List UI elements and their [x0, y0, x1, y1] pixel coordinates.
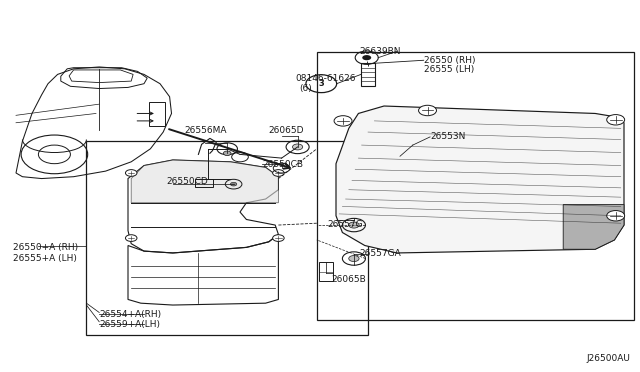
Circle shape: [292, 144, 303, 150]
Polygon shape: [563, 205, 624, 249]
Text: 26557GA: 26557GA: [360, 249, 401, 258]
Text: 26555 (LH): 26555 (LH): [424, 65, 474, 74]
Polygon shape: [131, 160, 278, 203]
Text: 26554+A(RH): 26554+A(RH): [99, 310, 161, 319]
Text: 26553N: 26553N: [430, 132, 465, 141]
Text: 3: 3: [319, 79, 324, 88]
Circle shape: [362, 55, 371, 60]
Circle shape: [349, 256, 359, 262]
Bar: [317, 52, 634, 320]
Text: 26550CD: 26550CD: [166, 177, 208, 186]
Text: 26550+A (RH): 26550+A (RH): [13, 243, 78, 252]
Text: 26550CB: 26550CB: [262, 160, 303, 169]
Circle shape: [334, 116, 352, 126]
Circle shape: [607, 211, 625, 221]
Text: 08146-61626: 08146-61626: [296, 74, 356, 83]
Text: J26500AU: J26500AU: [586, 354, 630, 363]
Bar: [319, 262, 333, 281]
Circle shape: [230, 182, 237, 186]
Text: 26550 (RH): 26550 (RH): [424, 56, 475, 65]
Text: 26559+A(LH): 26559+A(LH): [99, 320, 160, 329]
Circle shape: [125, 235, 137, 241]
Text: 26557G: 26557G: [328, 220, 364, 229]
Bar: [86, 141, 368, 335]
Bar: [195, 179, 213, 187]
Circle shape: [273, 235, 284, 241]
Bar: [361, 63, 375, 86]
Text: 26065B: 26065B: [332, 275, 366, 284]
Circle shape: [419, 105, 436, 116]
Circle shape: [273, 170, 284, 176]
Text: 26639BN: 26639BN: [360, 47, 401, 56]
Circle shape: [349, 222, 359, 228]
Text: 26556MA: 26556MA: [184, 126, 227, 135]
Circle shape: [223, 151, 231, 155]
Text: 26065D: 26065D: [269, 126, 304, 135]
Text: (6): (6): [300, 84, 312, 93]
Bar: [149, 102, 165, 126]
Text: 26555+A (LH): 26555+A (LH): [13, 254, 77, 263]
Circle shape: [125, 170, 137, 176]
Circle shape: [607, 115, 625, 125]
Polygon shape: [336, 106, 624, 253]
